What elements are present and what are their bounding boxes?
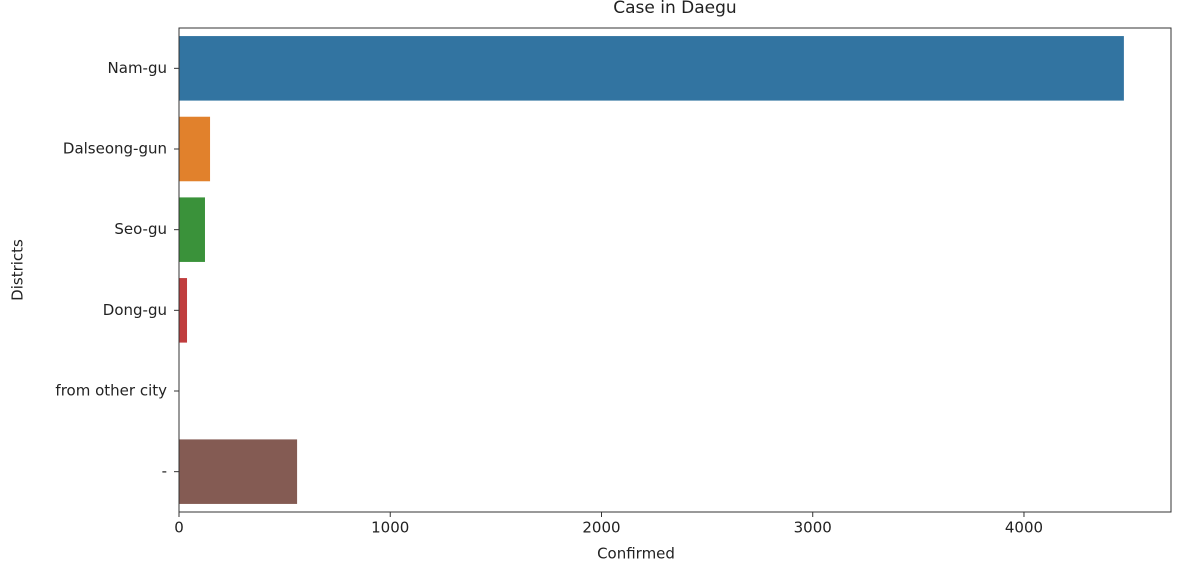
bar [179, 197, 205, 262]
bar [179, 278, 188, 343]
y-tick-label: Nam-gu [108, 59, 167, 77]
x-tick-label: 2000 [582, 519, 620, 537]
chart-title: Case in Daegu [613, 0, 736, 18]
x-axis-label: Confirmed [597, 545, 675, 563]
y-tick-label: from other city [55, 382, 167, 400]
x-tick-label: 0 [174, 519, 184, 537]
plot-frame [178, 27, 1172, 513]
y-tick-label: Dong-gu [103, 301, 167, 319]
bar [179, 116, 211, 182]
x-tick-label: 1000 [371, 519, 409, 537]
y-tick-label: Dalseong-gun [63, 140, 167, 158]
y-tick-label: - [162, 462, 167, 480]
x-tick-label: 3000 [794, 519, 832, 537]
x-tick-label: 4000 [1005, 519, 1043, 537]
bar [179, 439, 298, 504]
bar [179, 36, 1124, 101]
y-tick-label: Seo-gu [114, 220, 167, 238]
y-axis-label: Districts [9, 239, 27, 301]
